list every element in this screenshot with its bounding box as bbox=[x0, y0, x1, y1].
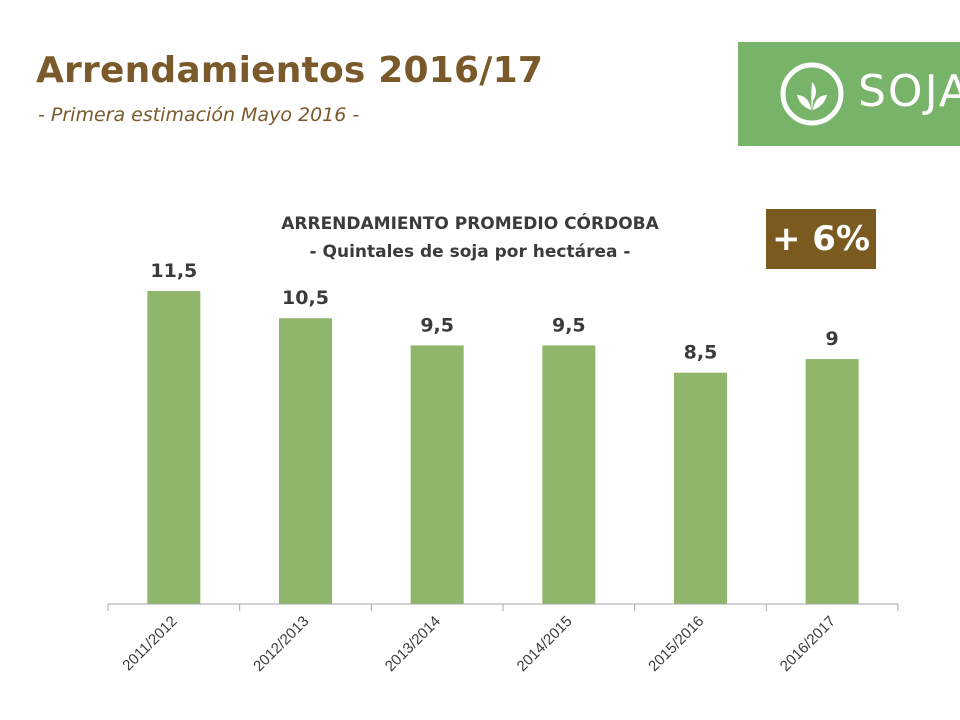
chart-subtitle: - Quintales de soja por hectárea - bbox=[309, 242, 631, 262]
bar bbox=[542, 345, 596, 604]
page-subtitle: - Primera estimación Mayo 2016 - bbox=[38, 104, 360, 126]
x-tick-label: 2015/2016 bbox=[645, 613, 707, 675]
x-tick-label: 2016/2017 bbox=[777, 613, 839, 675]
chart-title: ARRENDAMIENTO PROMEDIO CÓRDOBA bbox=[281, 214, 659, 234]
bar-value-label: 9 bbox=[826, 328, 839, 350]
bar-value-label: 11,5 bbox=[150, 260, 197, 282]
x-axis bbox=[107, 603, 899, 611]
logo-text: SOJA bbox=[858, 66, 960, 117]
x-tick-label: 2012/2013 bbox=[250, 613, 312, 675]
bar bbox=[805, 359, 859, 604]
bars-group bbox=[147, 291, 859, 604]
bar-value-label: 9,5 bbox=[552, 314, 586, 336]
x-tick-label: 2013/2014 bbox=[382, 613, 444, 675]
bar bbox=[279, 318, 332, 604]
bar-value-label: 9,5 bbox=[420, 314, 454, 336]
change-badge: + 6% bbox=[766, 209, 876, 269]
bar bbox=[410, 345, 464, 604]
bar bbox=[674, 372, 727, 604]
page-title: Arrendamientos 2016/17 bbox=[36, 50, 544, 91]
x-tick-label: 2011/2012 bbox=[119, 613, 180, 674]
x-tick-labels: 2011/2012 2012/2013 2013/2014 2014/2015 2015… bbox=[119, 613, 839, 675]
bar-value-label: 10,5 bbox=[282, 287, 329, 309]
x-tick-label: 2014/2015 bbox=[514, 613, 576, 675]
bar-value-label: 8,5 bbox=[684, 342, 718, 364]
bar bbox=[147, 291, 201, 604]
value-labels-group: 11,5 10,5 9,5 9,5 8,5 9 bbox=[150, 260, 838, 364]
leaf-icon bbox=[780, 62, 844, 126]
soja-logo: SOJA bbox=[738, 42, 960, 146]
